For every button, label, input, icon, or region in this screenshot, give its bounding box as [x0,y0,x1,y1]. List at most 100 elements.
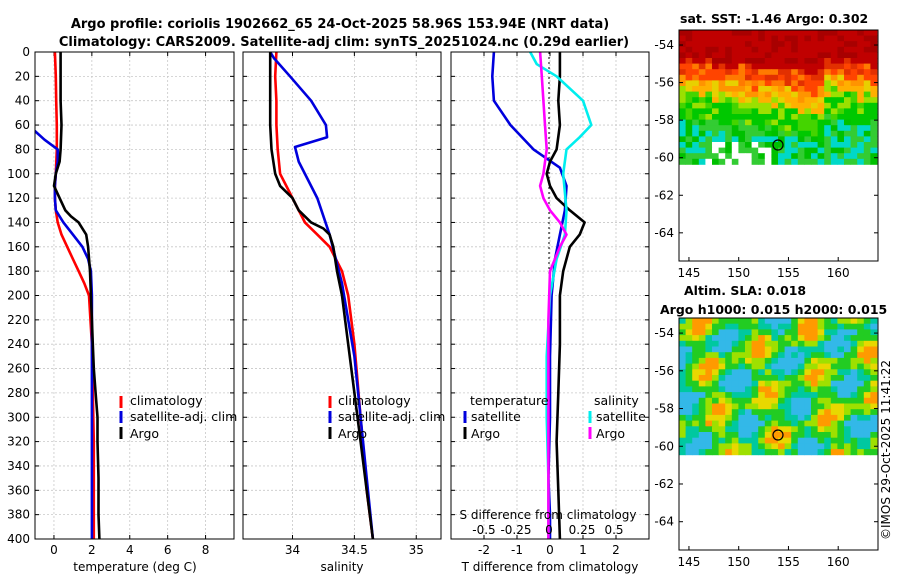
sst-cell [685,46,693,53]
sst-cell [698,35,706,42]
sla-cell [758,323,766,330]
sla-cell [817,346,825,353]
sla-cell [870,369,878,376]
sla-cell [797,352,805,359]
sla-cell [705,357,713,364]
sla-cell [837,318,845,325]
y-tick-label: 380 [7,508,30,522]
sla-cell [778,432,785,439]
sla-cell [758,432,766,439]
sla-cell [784,392,792,399]
sst-cell [837,86,845,92]
sst-cell [844,136,851,143]
sla-cell [738,340,746,347]
sla-cell [870,357,878,364]
sla-cell [692,386,700,393]
sst-cell [857,41,865,48]
sst-cell [784,147,792,154]
sla-cell [863,340,871,347]
sla-cell [771,340,779,347]
sst-cell [705,46,713,53]
sla-cell [863,352,871,359]
sst-cell [870,114,878,120]
sst-cell [685,108,693,115]
sla-cell [705,318,713,325]
sst-cell [718,63,726,70]
sla-cell [844,392,851,399]
sst-cell [679,114,686,120]
sst-cell [844,147,851,154]
sst-cell [685,63,693,70]
sla-cell [685,335,693,342]
sla-cell [857,335,865,342]
sla-cell [731,414,739,421]
sla-cell [758,449,766,456]
series-line-satellite-adj-clim [268,52,375,539]
sst-cell [797,136,805,143]
sst-cell [784,125,792,132]
sla-cell [745,323,752,330]
sst-cell [857,97,865,104]
sla-cell [745,386,752,393]
sst-cell [804,119,812,126]
sla-cell [830,357,838,364]
sla-cell [712,346,719,353]
sla-cell [797,409,805,416]
sst-cell [679,30,686,36]
sst-cell [705,41,713,48]
sla-cell [751,426,759,433]
sla-cell [718,318,726,325]
sla-cell [725,386,733,393]
sst-cell [685,97,693,104]
x-tick-label: 160 [827,266,850,280]
sla-cell [870,426,878,433]
sst-cell [731,86,739,92]
sst-cell [751,74,759,81]
sst-cell [804,147,812,154]
series-line-temperature-argo [545,52,586,539]
sst-cell [778,86,785,92]
sst-cell [863,30,871,36]
sst-cell [712,97,719,104]
sla-cell [764,403,772,410]
salinity-diff-legend: salinity satellite Argo [588,393,646,441]
sst-cell [837,147,845,154]
sla-cell [804,323,812,330]
sst-cell [731,30,739,36]
sla-cell [870,420,878,427]
sst-cell [804,86,812,92]
sst-cell [751,91,759,98]
temperature-lines [35,52,101,539]
sst-cell [771,114,779,120]
sst-cell [718,153,726,160]
sst-cell [718,30,726,36]
sla-cell [830,437,838,444]
sst-cell [718,91,726,98]
sla-cell [764,397,772,404]
sst-cell [850,108,858,115]
sst-cell [791,114,799,120]
sla-cell [844,432,851,439]
legend-sal-satellite-label: satellite [596,409,646,424]
sla-cell [712,375,719,382]
sla-cell [771,420,779,427]
sla-cell [817,386,825,393]
sst-cell [791,69,799,76]
sst-cell [738,69,746,76]
sst-cell [844,74,851,81]
x-tick-label: -1 [511,543,523,557]
series-line-satellite-adj-clim [35,129,94,539]
sst-cell [745,147,752,154]
sla-cell [771,375,779,382]
sla-cell [797,449,805,456]
sst-cell [791,153,799,160]
sla-cell [764,346,772,353]
sst-cell [705,63,713,70]
sst-cell [844,52,851,59]
sst-cell [824,97,832,104]
sla-cell [738,369,746,376]
sst-cell [863,153,871,160]
series-line-salinity-satellite [528,52,593,539]
y-tick-label: -62 [654,188,674,202]
sla-cell [863,420,871,427]
